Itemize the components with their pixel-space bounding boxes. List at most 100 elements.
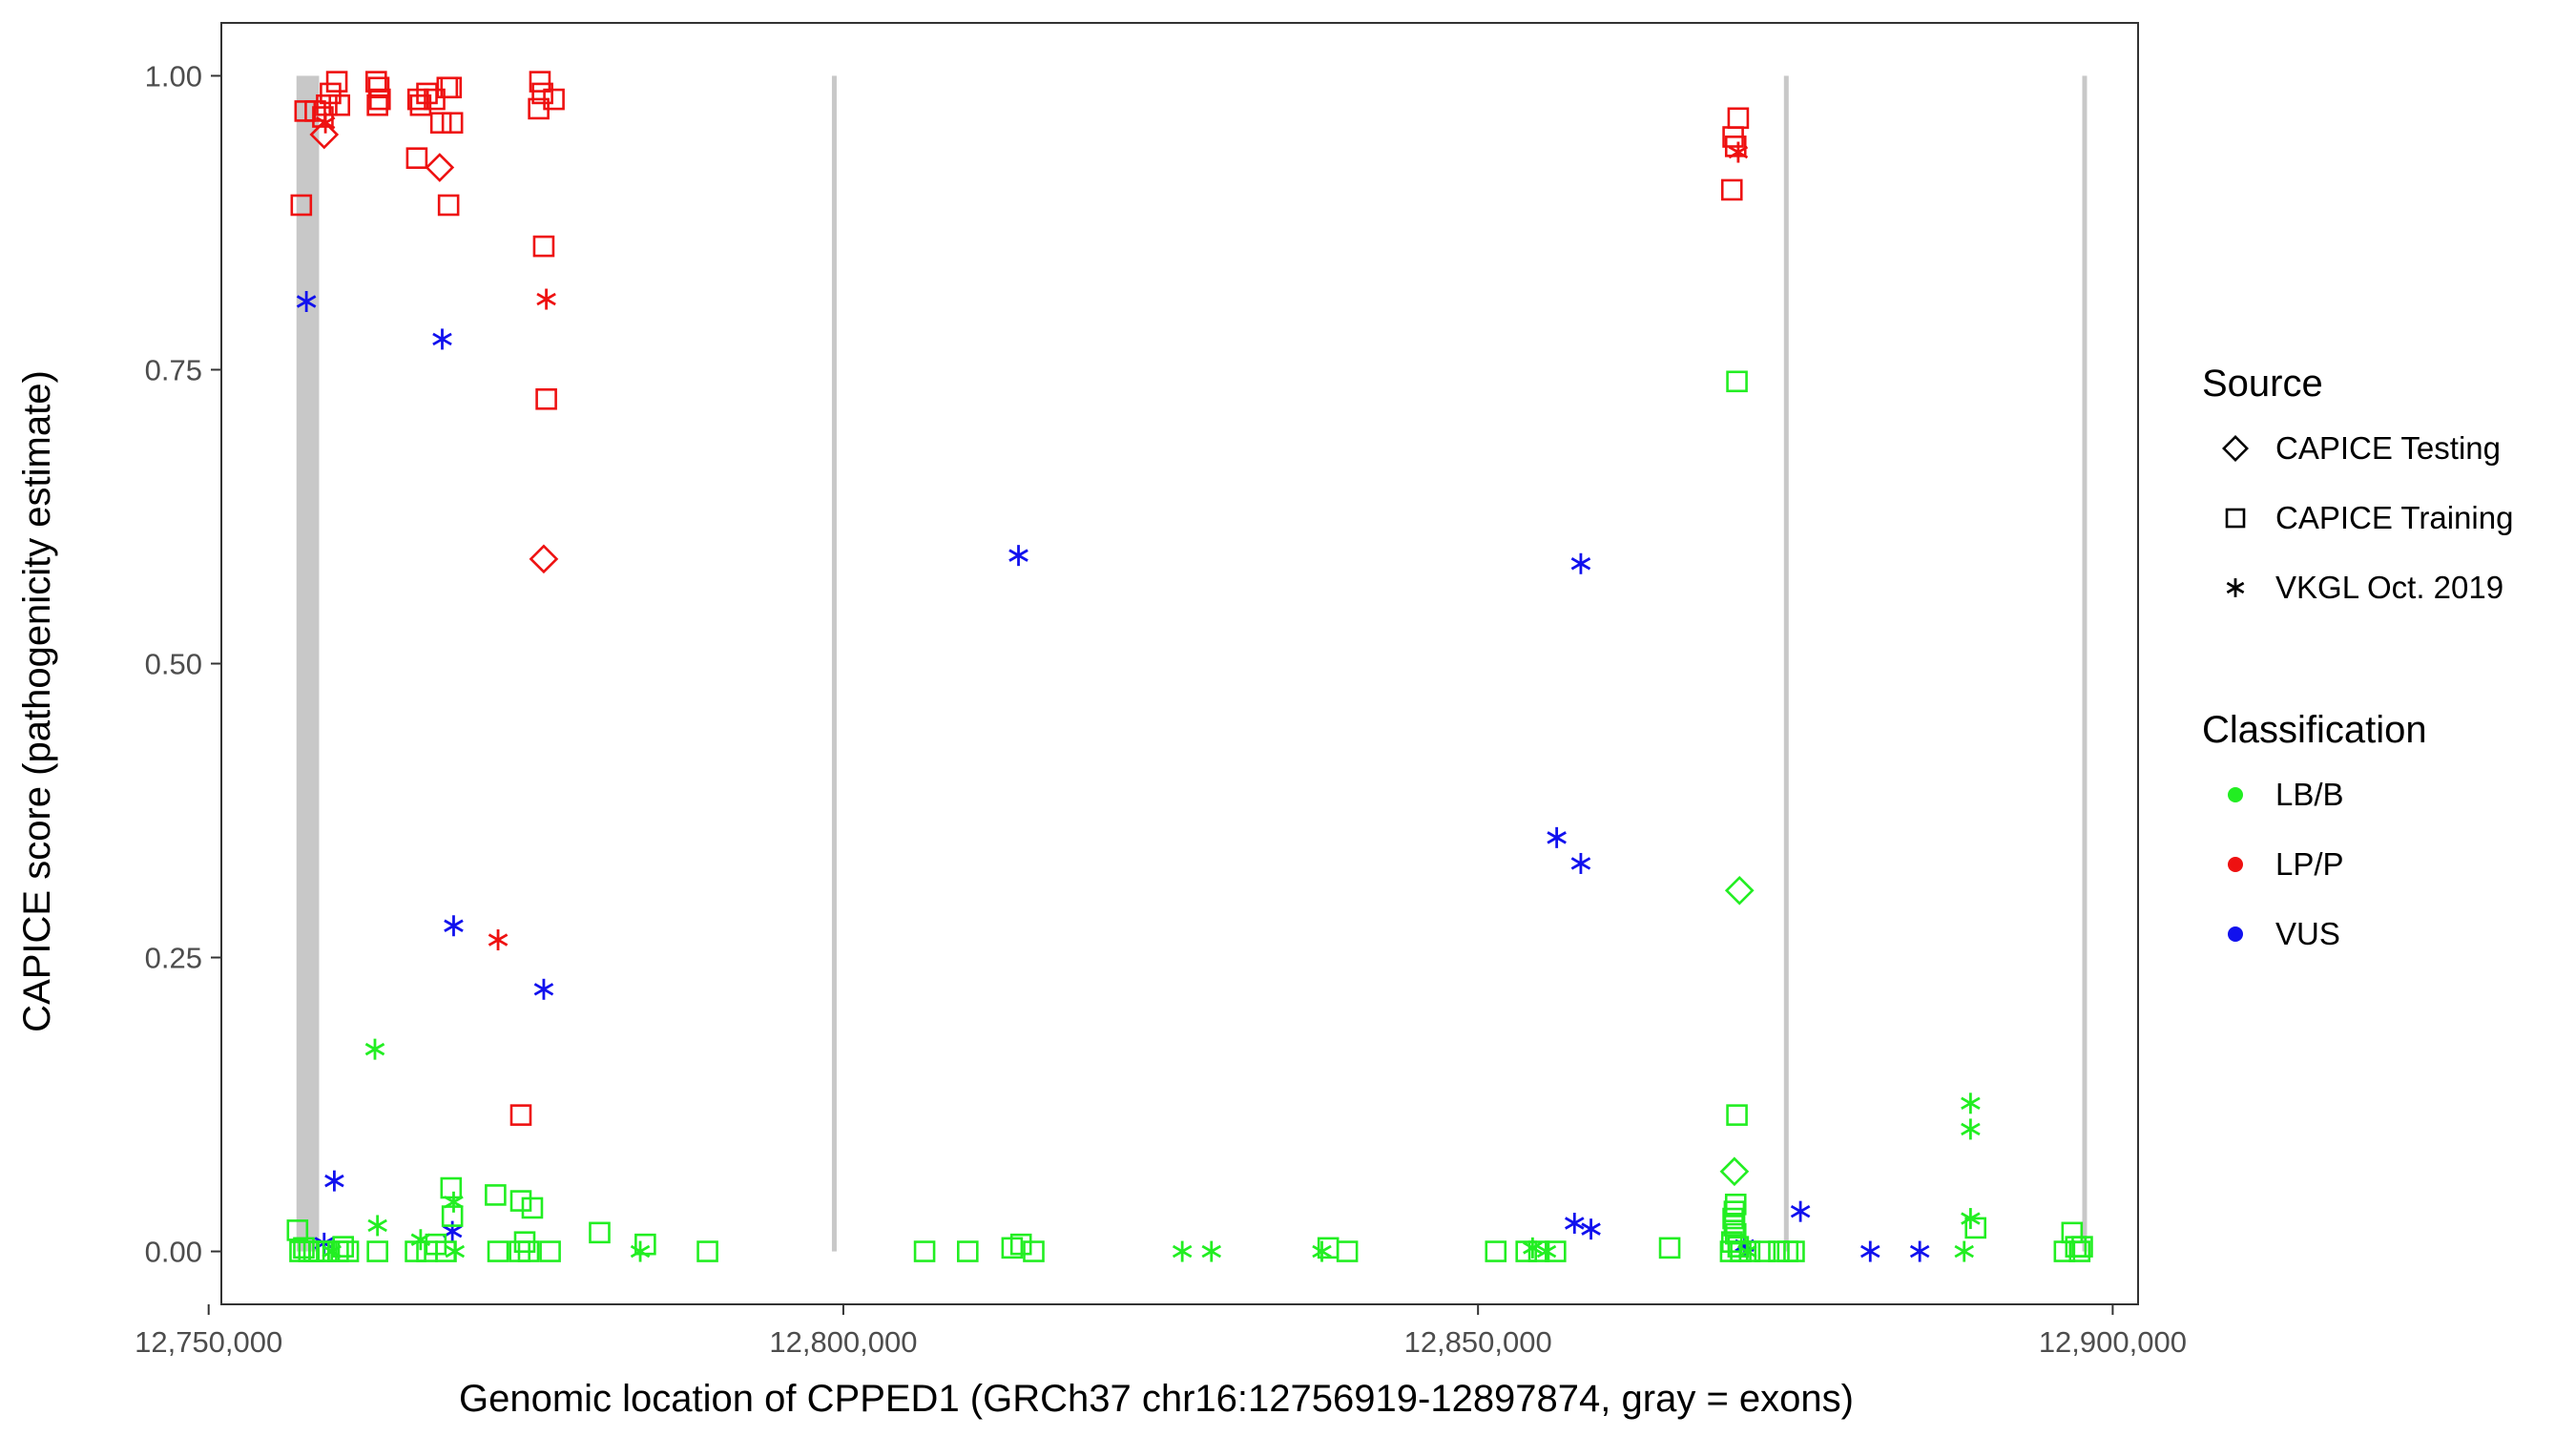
data-point	[1754, 1240, 1776, 1262]
data-point	[312, 106, 334, 128]
legend-label: CAPICE Testing	[2275, 430, 2501, 466]
data-point	[529, 71, 551, 93]
data-point	[529, 544, 559, 574]
data-point	[957, 1240, 979, 1262]
data-point	[364, 1038, 385, 1060]
legend-source-title: Source	[2202, 363, 2323, 405]
data-point	[1581, 1218, 1601, 1240]
exon-band	[831, 75, 837, 1252]
data-point	[332, 1236, 355, 1258]
y-tick-label: 0.00	[145, 1236, 202, 1269]
legend-classification-title: Classification	[2202, 709, 2427, 751]
legend-key	[2226, 578, 2245, 597]
legend-key	[2228, 857, 2243, 872]
data-point	[1719, 1156, 1750, 1187]
exon-band	[1783, 75, 1789, 1252]
data-point	[367, 1215, 387, 1237]
data-point	[1545, 1240, 1567, 1262]
exon-band	[2082, 75, 2088, 1252]
data-point	[445, 1240, 466, 1262]
data-point	[1961, 1093, 1981, 1114]
data-point	[543, 88, 565, 111]
legend-key	[2228, 926, 2243, 942]
x-tick-label: 12,800,000	[769, 1325, 917, 1359]
x-tick-label: 12,750,000	[135, 1325, 282, 1359]
data-point	[441, 1205, 464, 1227]
data-point	[309, 119, 340, 150]
data-point	[517, 1240, 540, 1262]
data-point	[1964, 1217, 1987, 1239]
data-point	[488, 929, 509, 951]
x-tick-label: 12,900,000	[2039, 1325, 2187, 1359]
legend-label: VUS	[2275, 916, 2340, 951]
legend-key	[2222, 435, 2249, 462]
legend-classification-entries: LB/B LP/P VUS	[2228, 777, 2344, 951]
y-axis: 0.00 0.25 0.50 0.75 1.00	[145, 59, 221, 1269]
data-point	[2071, 1236, 2093, 1258]
legend-item: LB/B	[2228, 777, 2344, 812]
exon-bands	[296, 75, 2088, 1252]
exon-band	[296, 75, 320, 1252]
data-point	[1860, 1240, 1880, 1262]
data-point	[1790, 1200, 1811, 1222]
data-point	[589, 1221, 611, 1244]
data-point	[405, 147, 428, 169]
data-point	[296, 291, 317, 313]
data-point	[437, 194, 460, 217]
data-point	[367, 76, 390, 99]
data-point	[286, 1219, 309, 1241]
data-point	[1724, 1222, 1747, 1245]
data-point	[1336, 1240, 1359, 1262]
y-tick-label: 1.00	[145, 59, 202, 93]
data-point	[913, 1240, 936, 1262]
data-point	[485, 1184, 507, 1206]
y-tick-label: 0.25	[145, 942, 202, 975]
data-point	[532, 235, 555, 258]
legend-key	[2228, 787, 2243, 802]
data-point	[535, 387, 557, 410]
data-point	[1726, 370, 1748, 393]
data-points	[286, 71, 2093, 1262]
data-point	[337, 1240, 360, 1262]
data-point	[425, 153, 455, 182]
data-point	[1724, 135, 1747, 157]
y-tick-label: 0.75	[145, 353, 202, 386]
data-point	[1009, 1233, 1032, 1256]
data-point	[369, 88, 391, 111]
data-point	[325, 71, 348, 93]
legend-item: VKGL Oct. 2019	[2226, 570, 2503, 605]
data-point	[536, 288, 556, 310]
data-point	[409, 94, 432, 116]
data-point	[1723, 1200, 1746, 1222]
data-point	[429, 112, 452, 135]
data-point	[1954, 1240, 1974, 1262]
data-point	[444, 915, 464, 937]
legend-label: LP/P	[2275, 846, 2344, 882]
data-point	[1724, 875, 1755, 905]
data-point	[1722, 1207, 1744, 1230]
data-point	[304, 100, 326, 122]
x-axis-label: Genomic location of CPPED1 (GRCh37 chr16…	[459, 1378, 1854, 1420]
data-point	[1570, 552, 1591, 574]
data-point	[1172, 1240, 1193, 1262]
data-point	[1723, 1215, 1746, 1237]
x-axis: 12,750,000 12,800,000 12,850,000 12,900,000	[135, 1304, 2187, 1359]
legend: Source CAPICE Testing CAPICE Training VKGL…	[2202, 363, 2513, 951]
data-point	[634, 1233, 656, 1256]
data-point	[521, 1197, 544, 1219]
data-point	[1724, 1193, 1747, 1216]
data-point	[1728, 141, 1749, 163]
data-point	[365, 71, 387, 93]
data-point	[487, 1240, 509, 1262]
data-point	[696, 1240, 718, 1262]
x-tick-label: 12,850,000	[1404, 1325, 1552, 1359]
data-point	[1201, 1240, 1222, 1262]
data-point	[531, 82, 553, 105]
data-point	[290, 194, 313, 217]
data-point	[366, 94, 388, 116]
legend-label: LB/B	[2275, 777, 2344, 812]
legend-item: VUS	[2228, 916, 2340, 951]
data-point	[1720, 178, 1743, 201]
